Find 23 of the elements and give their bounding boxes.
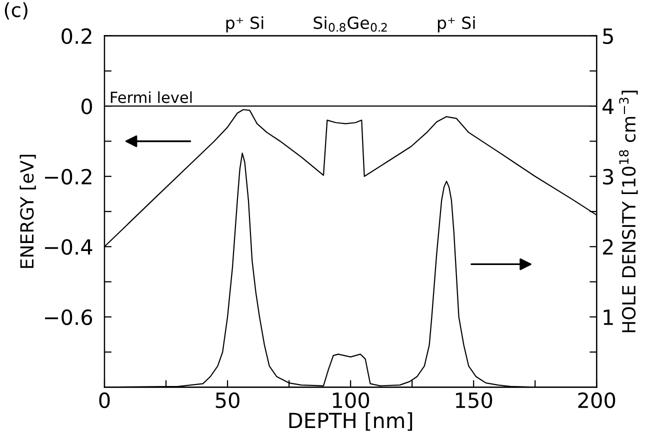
- ref-line-label: Fermi level: [110, 91, 192, 104]
- text: p⁺ Si: [438, 16, 475, 32]
- y-tick-label: 0: [81, 98, 92, 114]
- x-tick-label: 0: [99, 392, 110, 408]
- y2-tick-label: 1: [604, 310, 613, 325]
- text: p⁺ Si: [226, 16, 264, 32]
- y-axis-title: ENERGY [eV]: [20, 154, 36, 268]
- x-axis-title: DEPTH [nm]: [289, 412, 412, 431]
- y2-tick-label: 3: [603, 168, 614, 185]
- y-tick-label: −0.4: [44, 239, 92, 255]
- y-tick-label: −0.6: [44, 309, 92, 326]
- y2-tick-label: 4: [602, 98, 614, 114]
- text: (c): [4, 2, 28, 20]
- x-tick-label: 50: [216, 392, 240, 408]
- y2-axis-title: HOLE DENSITY [10$^{18}$ cm$^{−3}$]: [619, 90, 638, 332]
- text: Si$_{0.8}$Ge$_{0.2}$: [314, 16, 387, 32]
- x-tick-label: 100: [332, 392, 370, 408]
- y-tick-label: −0.2: [44, 168, 92, 185]
- y2-tick-label: 2: [603, 239, 613, 255]
- y2-tick-label: 5: [603, 28, 613, 44]
- x-tick-label: 200: [578, 392, 616, 408]
- y-tick-label: 0.2: [62, 28, 92, 44]
- x-tick-label: 150: [456, 392, 492, 408]
